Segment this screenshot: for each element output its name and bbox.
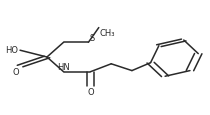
Text: CH₃: CH₃	[100, 29, 115, 38]
Text: S: S	[89, 33, 95, 42]
Text: O: O	[12, 68, 19, 76]
Text: HO: HO	[5, 46, 18, 55]
Text: O: O	[87, 87, 94, 96]
Text: HN: HN	[57, 62, 70, 71]
